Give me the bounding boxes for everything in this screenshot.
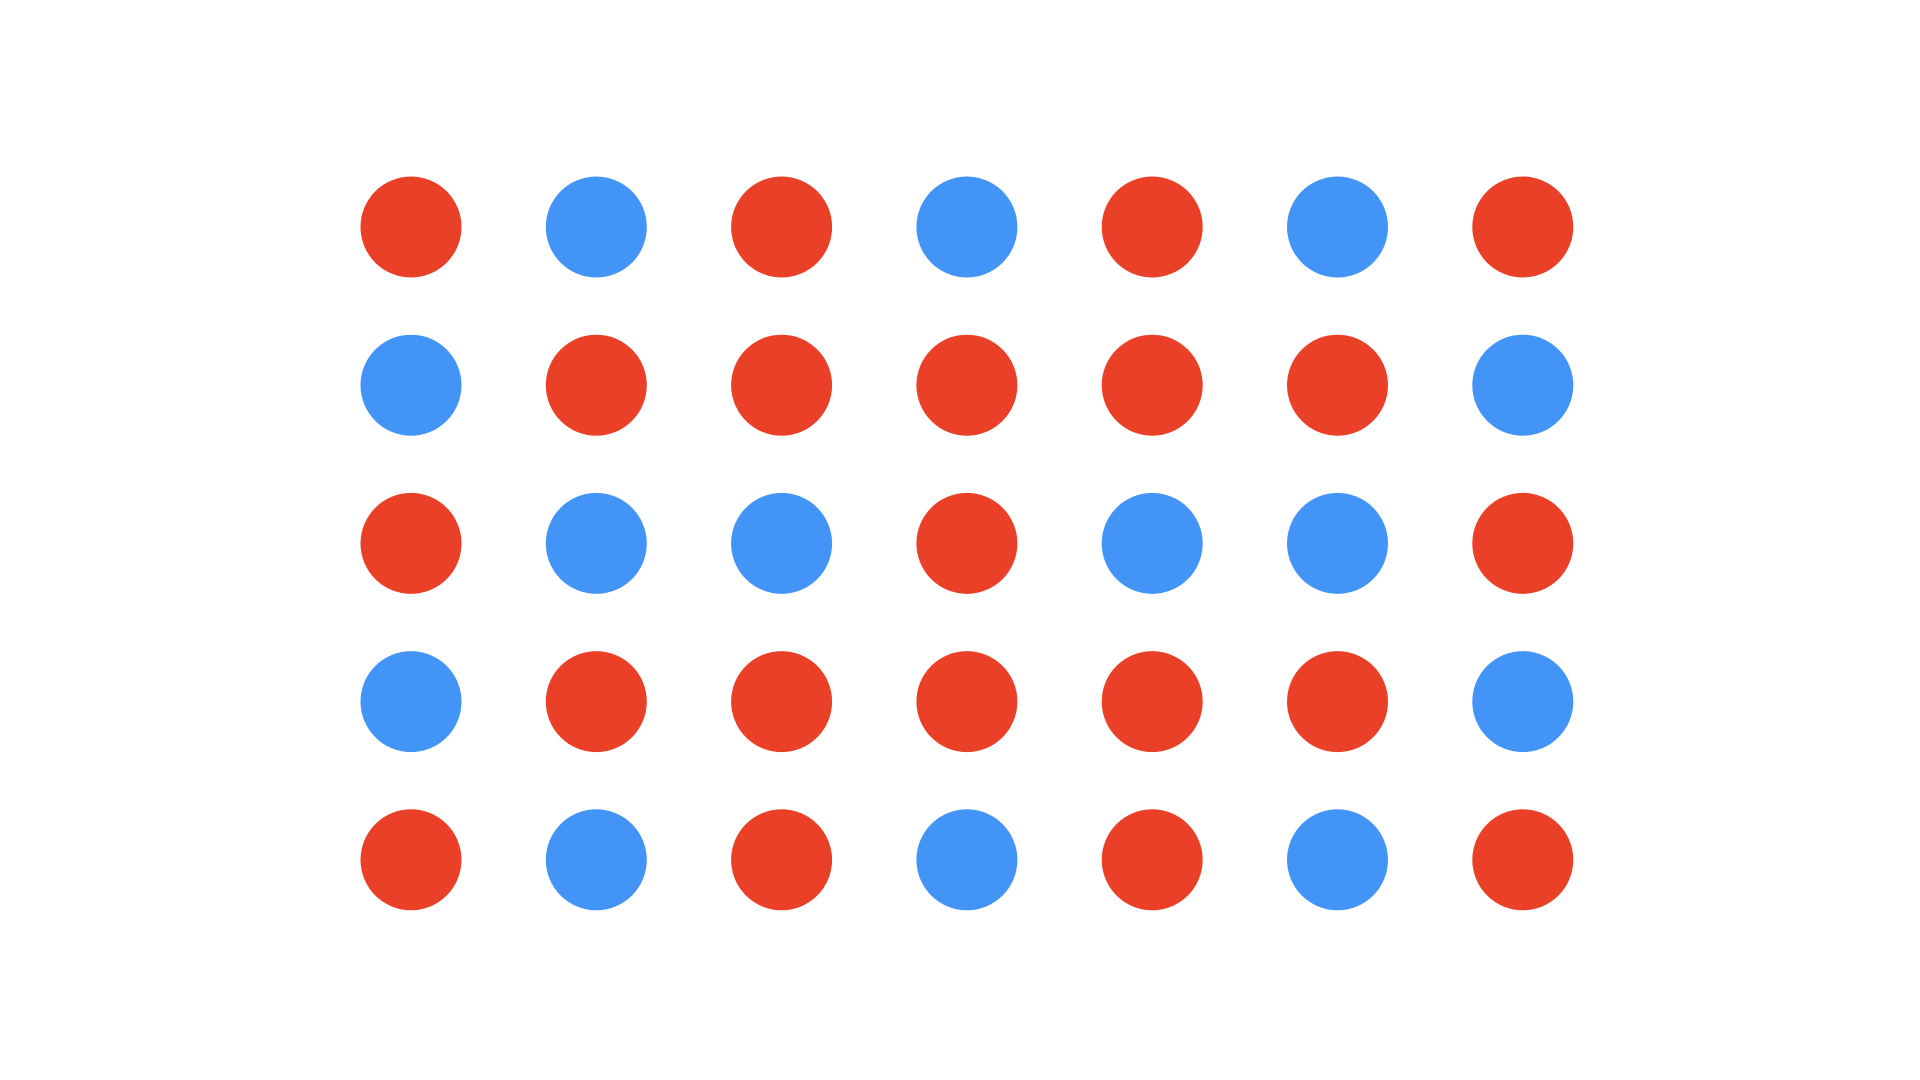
red-dot-r1-c3: [731, 176, 833, 278]
blue-dot-r4-c1: [360, 651, 462, 753]
blue-dot-r5-c4: [916, 809, 1018, 911]
red-dot-r4-c3: [731, 651, 833, 753]
red-dot-r2-c4: [916, 334, 1018, 436]
red-dot-r5-c1: [360, 809, 462, 911]
red-dot-r5-c7: [1472, 809, 1574, 911]
blue-dot-r3-c3: [731, 492, 833, 594]
blue-dot-r3-c6: [1287, 492, 1388, 594]
blue-dot-r1-c6: [1287, 176, 1388, 278]
red-dot-r3-c4: [916, 492, 1018, 594]
blue-dot-r3-c2: [545, 492, 647, 594]
blue-dot-r5-c6: [1287, 809, 1388, 911]
red-dot-r2-c3: [731, 334, 833, 436]
blue-dot-r4-c7: [1472, 651, 1574, 753]
blue-dot-r1-c2: [545, 176, 647, 278]
red-dot-r2-c2: [545, 334, 647, 436]
blue-dot-r5-c2: [545, 809, 647, 911]
red-dot-r4-c2: [545, 651, 647, 753]
red-dot-r4-c4: [916, 651, 1018, 753]
red-dot-r5-c3: [731, 809, 833, 911]
red-dot-r1-c7: [1472, 176, 1574, 278]
red-dot-r3-c1: [360, 492, 462, 594]
red-dot-r5-c5: [1101, 809, 1203, 911]
red-dot-r4-c6: [1287, 651, 1388, 753]
red-dot-r1-c5: [1101, 176, 1203, 278]
blue-dot-r2-c1: [360, 334, 462, 436]
red-dot-r2-c6: [1287, 334, 1388, 436]
blue-dot-r2-c7: [1472, 334, 1574, 436]
blue-dot-r1-c4: [916, 176, 1018, 278]
blue-dot-r3-c5: [1101, 492, 1203, 594]
red-dot-r2-c5: [1101, 334, 1203, 436]
red-dot-r3-c7: [1472, 492, 1574, 594]
red-dot-r4-c5: [1101, 651, 1203, 753]
red-dot-r1-c1: [360, 176, 462, 278]
